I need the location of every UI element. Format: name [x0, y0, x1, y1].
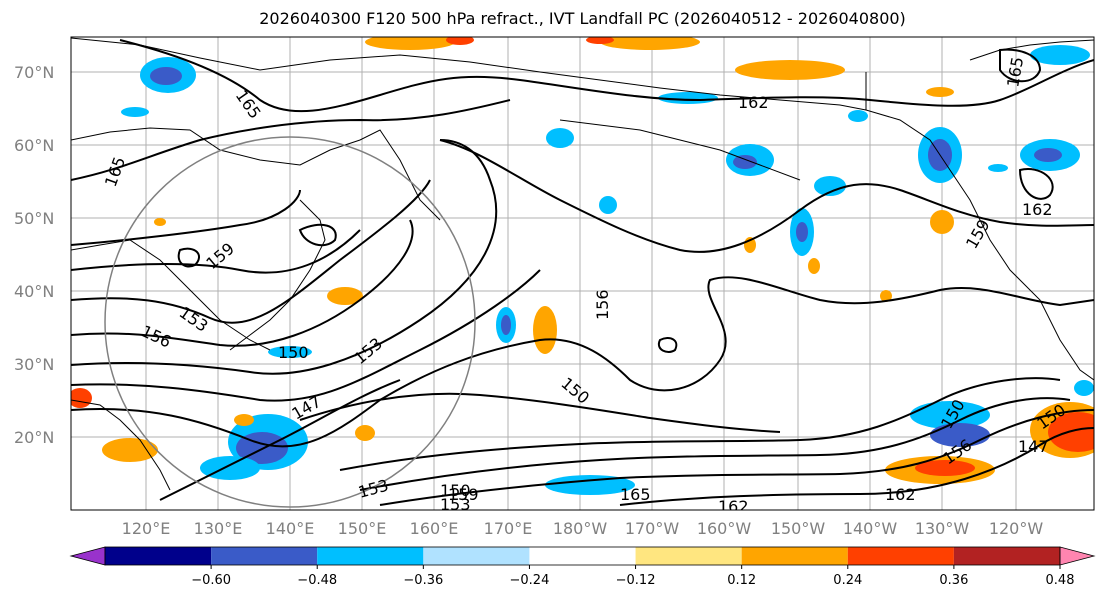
contour-label: 153 [440, 495, 471, 514]
colorbar-segment [741, 547, 848, 565]
colorbar-segment [847, 547, 954, 565]
colorbar-tick-label: 0.36 [939, 573, 968, 588]
longitude-axis: 120°E 130°E 140°E 150°E 160°E 170°E 180°… [122, 519, 1044, 538]
contour-label: 162 [738, 93, 769, 112]
contour-label: 150 [278, 343, 309, 362]
lon-label: 130°W [915, 519, 970, 538]
lon-label: 170°W [625, 519, 680, 538]
lon-label: 140°E [266, 519, 315, 538]
colorbar-segment [635, 547, 742, 565]
landfall-circle [104, 136, 476, 508]
colorbar-border [104, 546, 1061, 566]
lon-label: 180°W [553, 519, 608, 538]
lat-label: 60°N [14, 136, 54, 155]
lon-label: 120°W [989, 519, 1044, 538]
lon-label: 160°E [410, 519, 459, 538]
lat-label: 30°N [14, 355, 54, 374]
lon-label: 150°E [338, 519, 387, 538]
contour-label: 156 [593, 289, 612, 320]
contour-label: 162 [1022, 200, 1053, 219]
contour-label: 162 [718, 497, 749, 516]
colorbar-segment [105, 547, 212, 565]
lon-label: 120°E [122, 519, 171, 538]
colorbar-segment [211, 547, 318, 565]
colorbar-tick-label: −0.24 [510, 573, 550, 588]
contour-label: 147 [1018, 437, 1049, 456]
lon-label: 160°W [697, 519, 752, 538]
colorbar-tick-label: −0.48 [297, 573, 337, 588]
colorbar-tick-label: −0.36 [403, 573, 443, 588]
colorbar-segment [953, 547, 1060, 565]
colorbar-tick-label: 0.48 [1046, 573, 1075, 588]
contour-label: 150 [440, 481, 471, 500]
lat-label: 20°N [14, 428, 54, 447]
map-border [70, 36, 1095, 511]
coastlines [71, 37, 1094, 491]
colorbar-tick-label: −0.12 [616, 573, 656, 588]
map-title: 2026040300 F120 500 hPa refract., IVT La… [259, 9, 906, 28]
lon-label: 140°W [843, 519, 898, 538]
contour-label: 159 [448, 485, 479, 504]
lat-label: 40°N [14, 282, 54, 301]
colorbar-segment [69, 546, 106, 566]
lon-label: 150°W [771, 519, 826, 538]
lon-label: 170°E [484, 519, 533, 538]
colorbar-tick-label: −0.60 [191, 573, 231, 588]
colorbar: −0.60 −0.48 −0.36 −0.24 −0.12 0.12 0.24 0.36 0.4… [69, 546, 1096, 588]
contour-label: 165 [620, 485, 651, 504]
latitude-axis: 70°N 60°N 50°N 40°N 30°N 20°N [14, 63, 54, 447]
colorbar-tick-label: 0.24 [833, 573, 862, 588]
colorbar-segment [529, 547, 636, 565]
lon-label: 130°E [194, 519, 243, 538]
contour-label: 162 [885, 485, 916, 504]
lat-label: 50°N [14, 209, 54, 228]
lat-label: 70°N [14, 63, 54, 82]
colorbar-tick-label: 0.12 [727, 573, 756, 588]
colorbar-segment [1059, 546, 1096, 566]
colorbar-segment [317, 547, 424, 565]
colorbar-segment [423, 547, 530, 565]
